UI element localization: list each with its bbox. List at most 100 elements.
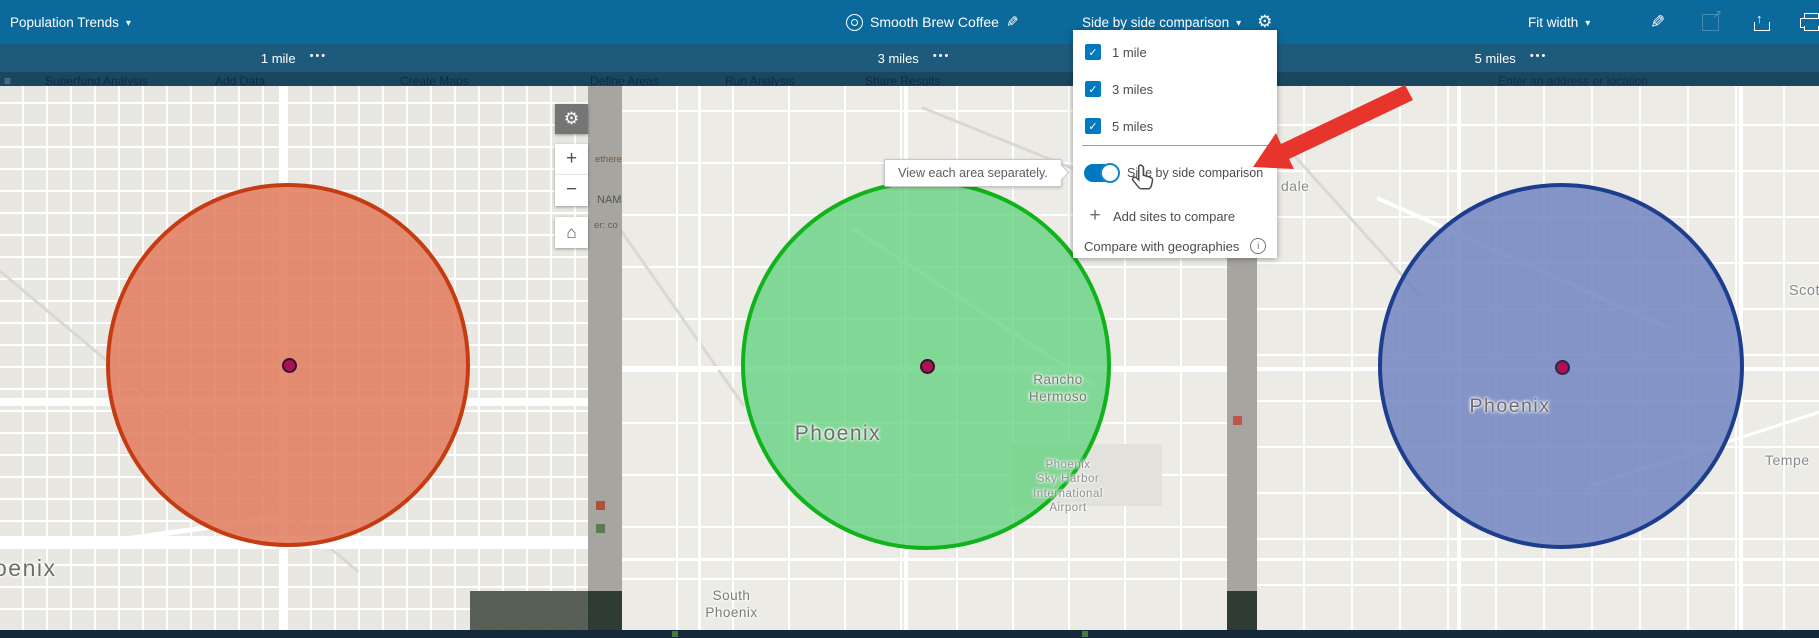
dimmed-background-ribbon: ≡ Superfund Analysis Add Data Create Map… <box>0 72 1819 86</box>
ring-menu-button[interactable]: ••• <box>309 50 328 62</box>
view-settings-gear-icon[interactable]: ⚙ <box>1257 12 1273 31</box>
checkbox-checked-icon[interactable]: ✓ <box>1085 118 1101 134</box>
fit-width-label: Fit width <box>1528 14 1579 30</box>
export-button-disabled <box>1702 0 1722 44</box>
dimmed-marker <box>1233 416 1242 425</box>
ring-option-5miles[interactable]: ✓ 5 miles <box>1085 118 1153 134</box>
chevron-down-icon: ▾ <box>1236 17 1242 29</box>
ring-header-1mile[interactable]: 1 mile ••• <box>229 44 359 72</box>
plus-icon: + <box>1089 205 1101 226</box>
toggle-on[interactable] <box>1084 163 1120 183</box>
map-label-phoenix-partial: oenix <box>0 555 57 581</box>
site-marker-5miles[interactable] <box>1555 360 1570 375</box>
annotation-red-arrow <box>1253 85 1413 169</box>
map-label-rancho-hermoso: Rancho Hermoso <box>1028 372 1088 404</box>
toggle-label: Side by side comparison <box>1127 166 1264 180</box>
cursor-hand-icon <box>1131 164 1154 190</box>
ring-title: 3 miles <box>877 50 919 66</box>
chevron-down-icon: ▾ <box>125 17 131 29</box>
map-settings-button[interactable]: ⚙ <box>555 104 588 134</box>
checkbox-checked-icon[interactable]: ✓ <box>1085 81 1101 97</box>
ring-option-label: 3 miles <box>1112 81 1154 97</box>
map-label-sky-harbor-airport: Phoenix Sky Harbor International Airport <box>1033 459 1103 515</box>
site-target-icon <box>846 13 863 31</box>
panel-gutter-left: ethere NAM er: co <box>588 86 622 630</box>
ring-title: 1 mile <box>260 50 296 66</box>
map-label-phoenix: Phoenix <box>1469 395 1551 417</box>
print-button[interactable] <box>1800 0 1819 44</box>
map-panel-5miles[interactable]: Phoenix dale Scot Tempe <box>1257 86 1819 630</box>
site-name: Smooth Brew Coffee <box>870 14 999 30</box>
view-mode-panel: ✓ 1 mile ✓ 3 miles ✓ 5 miles Side by sid… <box>1073 30 1277 258</box>
zoom-out-button[interactable]: − <box>565 179 578 200</box>
ring-header-3miles[interactable]: 3 miles ••• <box>849 44 979 72</box>
dimmed-strip <box>588 591 622 630</box>
map-label-tempe: Tempe <box>1765 452 1810 468</box>
bottom-bar <box>0 630 1819 638</box>
checkbox-checked-icon[interactable]: ✓ <box>1085 44 1101 60</box>
draw-button[interactable]: ✎ <box>1650 0 1665 44</box>
zoom-in-button[interactable]: + <box>555 144 588 175</box>
add-sites-label: Add sites to compare <box>1113 208 1236 224</box>
ring-title: 5 miles <box>1474 50 1516 66</box>
share-button[interactable]: ↑ <box>1753 0 1771 44</box>
dimmed-marker <box>596 524 605 533</box>
dimmed-fragment: ethere <box>595 154 622 165</box>
map-panel-3miles[interactable]: Phoenix Rancho Hermoso Phoenix Sky Harbor … <box>622 86 1227 630</box>
dimmed-marker <box>596 501 605 510</box>
tooltip-text: View each area separately. <box>898 166 1048 180</box>
dimmed-strip <box>1227 591 1257 630</box>
side-by-side-toggle-row[interactable]: Side by side comparison <box>1084 163 1264 183</box>
ribbon-tab: Share Results <box>865 74 941 86</box>
map-label-scottsdale-partial: Scot <box>1789 283 1819 299</box>
fit-width-dropdown[interactable]: Fit width ▾ <box>1528 0 1590 44</box>
map-label-south-phoenix: South Phoenix <box>705 588 758 620</box>
dimmed-marker <box>672 631 678 637</box>
map-label-glendale-partial: dale <box>1281 178 1310 194</box>
dimmed-fragment: NAM <box>597 194 622 206</box>
edit-site-icon[interactable]: ✎ <box>1005 14 1019 31</box>
dimmed-fragment: er: co <box>594 220 618 231</box>
panel-divider <box>1082 145 1268 146</box>
ring-option-3miles[interactable]: ✓ 3 miles <box>1085 81 1153 97</box>
compare-geographies-button[interactable]: Compare with geographies i <box>1084 238 1266 254</box>
site-marker-1mile[interactable] <box>282 358 297 373</box>
home-icon: ⌂ <box>566 223 577 242</box>
ring-option-label: 5 miles <box>1112 118 1154 134</box>
compare-geographies-label: Compare with geographies <box>1084 238 1240 254</box>
ribbon-tab: Define Areas <box>590 74 659 86</box>
ribbon-tab: Superfund Analysis <box>45 74 148 86</box>
ring-option-label: 1 mile <box>1112 44 1147 60</box>
ribbon-tab: Create Maps <box>400 74 469 86</box>
ribbon-tab: Run Analysis <box>725 74 795 86</box>
view-mode-dropdown[interactable]: Side by side comparison ▾ ⚙ <box>1082 0 1272 44</box>
ring-menu-button[interactable]: ••• <box>932 50 951 62</box>
dimmed-search-box: Enter an address or location <box>1498 74 1649 86</box>
project-menu[interactable]: Population Trends ▾ <box>10 0 131 44</box>
app-header: Population Trends ▾ Smooth Brew Coffee ✎… <box>0 0 1819 44</box>
project-title: Population Trends <box>10 14 119 30</box>
printer-icon <box>1800 13 1819 31</box>
map-label-phoenix: Phoenix <box>794 422 882 445</box>
gear-icon: ⚙ <box>563 109 580 128</box>
pencil-icon: ✎ <box>1650 11 1666 32</box>
site-title-group: Smooth Brew Coffee ✎ <box>846 0 1019 44</box>
add-sites-button[interactable]: + Add sites to compare <box>1087 205 1235 227</box>
ribbon-tab: Add Data <box>215 74 266 86</box>
map-panel-1mile[interactable]: oenix <box>0 86 588 630</box>
ring-header-5miles[interactable]: 5 miles ••• <box>1446 44 1576 72</box>
info-icon[interactable]: i <box>1250 238 1266 254</box>
view-mode-label: Side by side comparison <box>1082 14 1230 30</box>
site-marker-3miles[interactable] <box>920 359 935 374</box>
home-extent-button[interactable]: ⌂ <box>555 217 588 248</box>
export-icon <box>1702 7 1722 31</box>
toggle-tooltip: View each area separately. <box>884 159 1062 187</box>
ring-menu-button[interactable]: ••• <box>1529 50 1548 62</box>
ring-option-1mile[interactable]: ✓ 1 mile <box>1085 44 1147 60</box>
ring-label-bar: 1 mile ••• 3 miles ••• 5 miles ••• <box>0 44 1819 72</box>
chevron-down-icon: ▾ <box>1585 17 1591 29</box>
menu-icon: ≡ <box>4 74 12 86</box>
dimmed-marker <box>1082 631 1088 637</box>
share-icon: ↑ <box>1753 11 1771 31</box>
